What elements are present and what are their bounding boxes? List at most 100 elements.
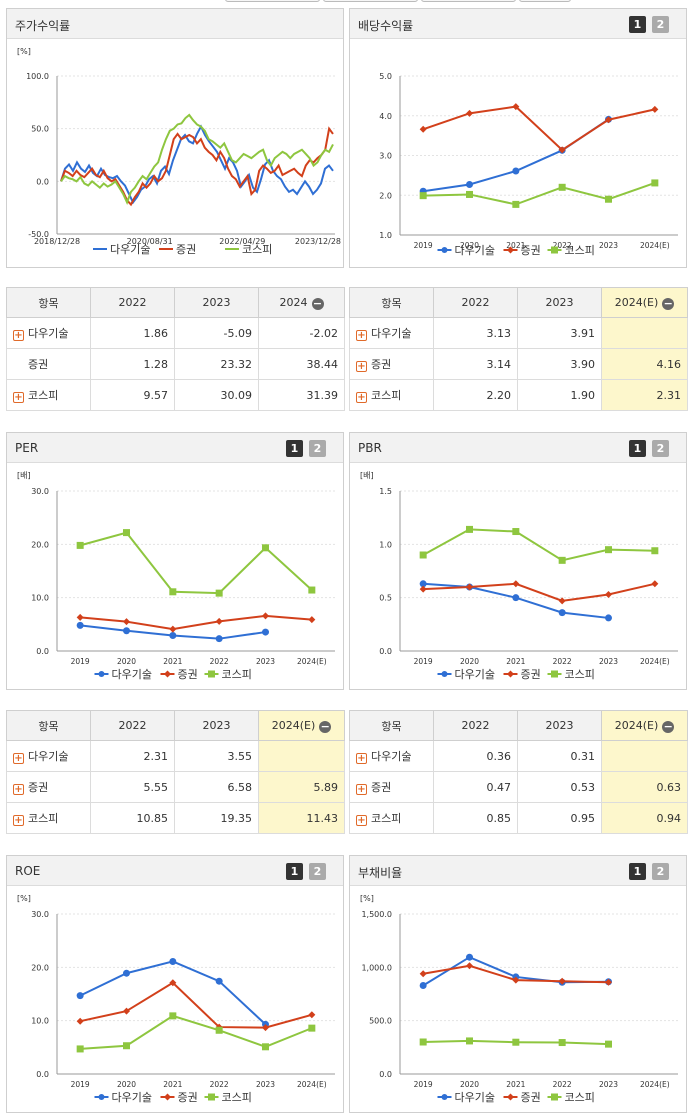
page-2-button[interactable]: 2 xyxy=(309,440,326,457)
table-row: + 코스피 9.57 30.09 31.39 xyxy=(6,379,345,411)
data-point-dawoo xyxy=(558,609,566,617)
x-tick-label: 2021 xyxy=(163,1080,182,1089)
legend-label-securities: 증권 xyxy=(176,243,196,256)
x-tick-label: 2023 xyxy=(599,241,618,250)
page-1-button[interactable]: 1 xyxy=(629,16,646,33)
series-line-kospi xyxy=(79,531,313,595)
panel-header: ROE 1 2 xyxy=(7,856,343,886)
legend-marker-dawoo xyxy=(441,1094,448,1100)
value-cell xyxy=(601,740,688,772)
row-name: 증권 xyxy=(371,358,392,371)
column-header-label: 2023 xyxy=(545,296,574,309)
data-point-securities xyxy=(512,976,520,984)
expand-icon[interactable]: + xyxy=(356,753,367,764)
value-cell: 10.85 xyxy=(90,802,175,834)
legend-marker-kospi xyxy=(551,1093,558,1101)
page-1-button[interactable]: 1 xyxy=(629,863,646,880)
legend-item-securities: 증권 xyxy=(503,244,541,257)
y-tick-label: 1,500.0 xyxy=(361,910,392,919)
data-point-securities xyxy=(558,977,566,985)
debt-ratio-panel: 부채비율 1 2 [%] 1,500.0 1,000.0 500.0 0.0 2019 20… xyxy=(349,855,687,1113)
data-point-securities xyxy=(123,1007,130,1015)
expand-icon[interactable]: + xyxy=(356,784,367,795)
value-cell: 23.32 xyxy=(174,348,259,380)
row-name: 증권 xyxy=(28,781,49,794)
legend-label-dawoo: 다우기술 xyxy=(112,1091,152,1104)
data-point-kospi xyxy=(466,190,473,198)
column-header-label: 2022 xyxy=(461,719,490,732)
data-point-dawoo xyxy=(419,580,427,588)
expand-icon[interactable]: + xyxy=(356,815,367,826)
x-tick-label: 2022 xyxy=(553,657,572,666)
x-tick-label: 2023/12/28 xyxy=(295,237,341,246)
legend-item-dawoo: 다우기술 xyxy=(437,244,495,257)
y-tick-label: 5.0 xyxy=(379,72,392,81)
x-tick-label: 2019 xyxy=(71,657,90,666)
data-point-kospi xyxy=(169,1012,177,1020)
data-point-securities xyxy=(558,146,566,154)
data-point-kospi xyxy=(76,1045,84,1053)
legend-item-securities: 증권 xyxy=(160,1091,198,1104)
value-cell: 0.47 xyxy=(433,771,518,803)
value-cell: 5.55 xyxy=(90,771,175,803)
expand-icon[interactable]: + xyxy=(13,753,24,764)
expand-icon[interactable]: + xyxy=(356,392,367,403)
expand-icon[interactable]: + xyxy=(356,361,367,372)
y-tick-label: 10.0 xyxy=(31,1017,49,1026)
data-point-kospi xyxy=(605,1040,612,1048)
expand-icon[interactable]: + xyxy=(13,392,24,403)
value-cell: 31.39 xyxy=(258,379,345,411)
series-line-securities xyxy=(80,614,312,631)
page-2-button[interactable]: 2 xyxy=(652,16,669,33)
page-1-button[interactable]: 1 xyxy=(629,440,646,457)
x-tick-label: 2020/08/31 xyxy=(127,237,173,246)
legend-marker-kospi xyxy=(208,1093,215,1101)
expand-icon[interactable]: + xyxy=(356,330,367,341)
data-point-securities xyxy=(215,617,223,625)
value-cell: 11.43 xyxy=(258,802,345,834)
y-tick-label: 20.0 xyxy=(31,540,49,549)
x-tick-label: 2021 xyxy=(506,1080,525,1089)
legend-marker-kospi xyxy=(551,246,558,254)
panel-header: PBR 1 2 xyxy=(350,433,686,463)
data-point-securities xyxy=(651,580,659,588)
table-row: 증권 1.28 23.32 38.44 xyxy=(6,348,345,380)
legend-marker-dawoo xyxy=(98,671,105,677)
page-2-button[interactable]: 2 xyxy=(652,440,669,457)
data-point-securities xyxy=(651,105,659,113)
collapse-icon[interactable]: − xyxy=(662,296,675,310)
collapse-icon[interactable]: − xyxy=(319,719,332,733)
stock-return-table: 항목 2022 2023 2024− + 다우기술 1.86 -5.09 -2.02 증권 1.28… xyxy=(6,287,345,411)
legend-item-kospi: 코스피 xyxy=(547,1091,595,1104)
page-1-button[interactable]: 1 xyxy=(286,440,303,457)
expand-icon[interactable]: + xyxy=(13,784,24,795)
y-tick-label: 3.0 xyxy=(379,152,392,161)
column-header: 항목 xyxy=(349,710,434,741)
column-header: 항목 xyxy=(6,710,91,741)
value-cell: 0.94 xyxy=(601,802,688,834)
column-header-label: 2024(E) xyxy=(614,718,659,732)
page-1-button[interactable]: 1 xyxy=(286,863,303,880)
expand-icon[interactable]: + xyxy=(13,815,24,826)
collapse-icon[interactable]: − xyxy=(662,719,675,733)
toolbar-button[interactable] xyxy=(421,0,516,2)
page-2-button[interactable]: 2 xyxy=(652,863,669,880)
toolbar-button[interactable] xyxy=(323,0,418,2)
column-header-label: 2024(E) xyxy=(614,295,659,309)
y-axis-unit: [%] xyxy=(360,894,374,903)
roe-panel: ROE 1 2 [%] 30.0 20.0 10.0 0.0 2019 2020 2021 20… xyxy=(6,855,344,1113)
value-cell: 3.13 xyxy=(433,317,518,349)
collapse-icon[interactable]: − xyxy=(311,296,324,310)
legend-label-kospi: 코스피 xyxy=(222,1091,252,1104)
page-2-button[interactable]: 2 xyxy=(309,863,326,880)
legend-item-kospi: 코스피 xyxy=(547,244,595,257)
row-name-cell: + 다우기술 xyxy=(349,740,434,772)
series-line-securities xyxy=(423,582,656,602)
value-cell: 38.44 xyxy=(258,348,345,380)
row-name: 증권 xyxy=(371,781,392,794)
toolbar-button[interactable] xyxy=(519,0,571,2)
expand-icon[interactable]: + xyxy=(13,330,24,341)
toolbar-button[interactable] xyxy=(225,0,320,2)
column-header: 2023 xyxy=(517,287,602,318)
